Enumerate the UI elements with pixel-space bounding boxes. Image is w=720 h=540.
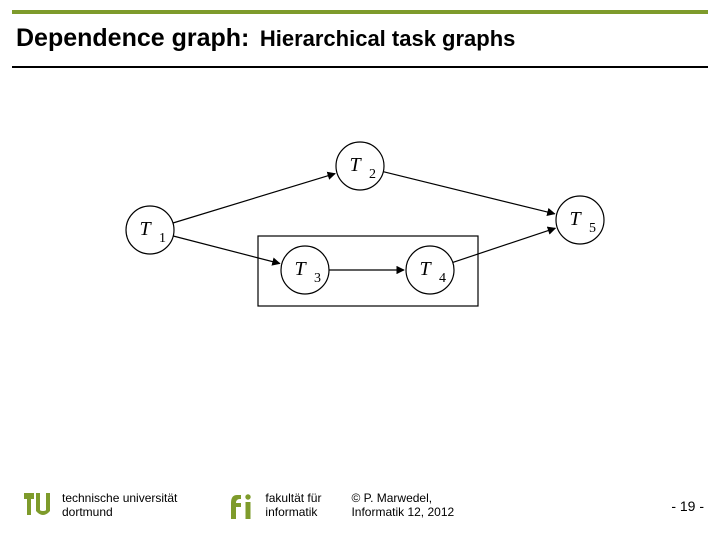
fi-text: fakultät für informatik <box>265 492 321 520</box>
fi-logo-icon <box>227 489 257 523</box>
svg-text:T: T <box>139 218 152 240</box>
footer: technische universität dortmund fakultät… <box>0 484 720 528</box>
top-accent-rule <box>12 10 708 14</box>
svg-text:1: 1 <box>159 231 166 246</box>
copy-line1: © P. Marwedel, <box>351 492 454 506</box>
svg-text:T: T <box>294 258 307 280</box>
title-sub: Hierarchical task graphs <box>260 26 516 51</box>
fi-line2: informatik <box>265 506 321 520</box>
svg-text:5: 5 <box>589 221 596 236</box>
fi-logo: fakultät für informatik <box>227 489 321 523</box>
svg-text:T: T <box>569 208 582 230</box>
title-row: Dependence graph: Hierarchical task grap… <box>16 24 704 53</box>
title-underline <box>12 66 708 68</box>
fi-line1: fakultät für <box>265 492 321 506</box>
title-main: Dependence graph: <box>16 24 249 52</box>
diagram-svg: T1T2T3T4T5 <box>90 130 630 330</box>
tu-line1: technische universität <box>62 492 177 506</box>
copyright: © P. Marwedel, Informatik 12, 2012 <box>351 492 454 520</box>
tu-text: technische universität dortmund <box>62 492 177 520</box>
tu-logo-icon <box>20 489 54 523</box>
svg-text:4: 4 <box>439 271 446 286</box>
task-graph-diagram: T1T2T3T4T5 <box>0 130 720 330</box>
tu-logo: technische universität dortmund <box>20 489 177 523</box>
slide: Dependence graph: Hierarchical task grap… <box>0 0 720 540</box>
svg-text:3: 3 <box>314 271 321 286</box>
svg-text:T: T <box>349 154 362 176</box>
svg-text:T: T <box>419 258 432 280</box>
tu-line2: dortmund <box>62 506 177 520</box>
copy-line2: Informatik 12, 2012 <box>351 506 454 520</box>
page-number: - 19 - <box>671 498 704 514</box>
svg-text:2: 2 <box>369 167 376 182</box>
